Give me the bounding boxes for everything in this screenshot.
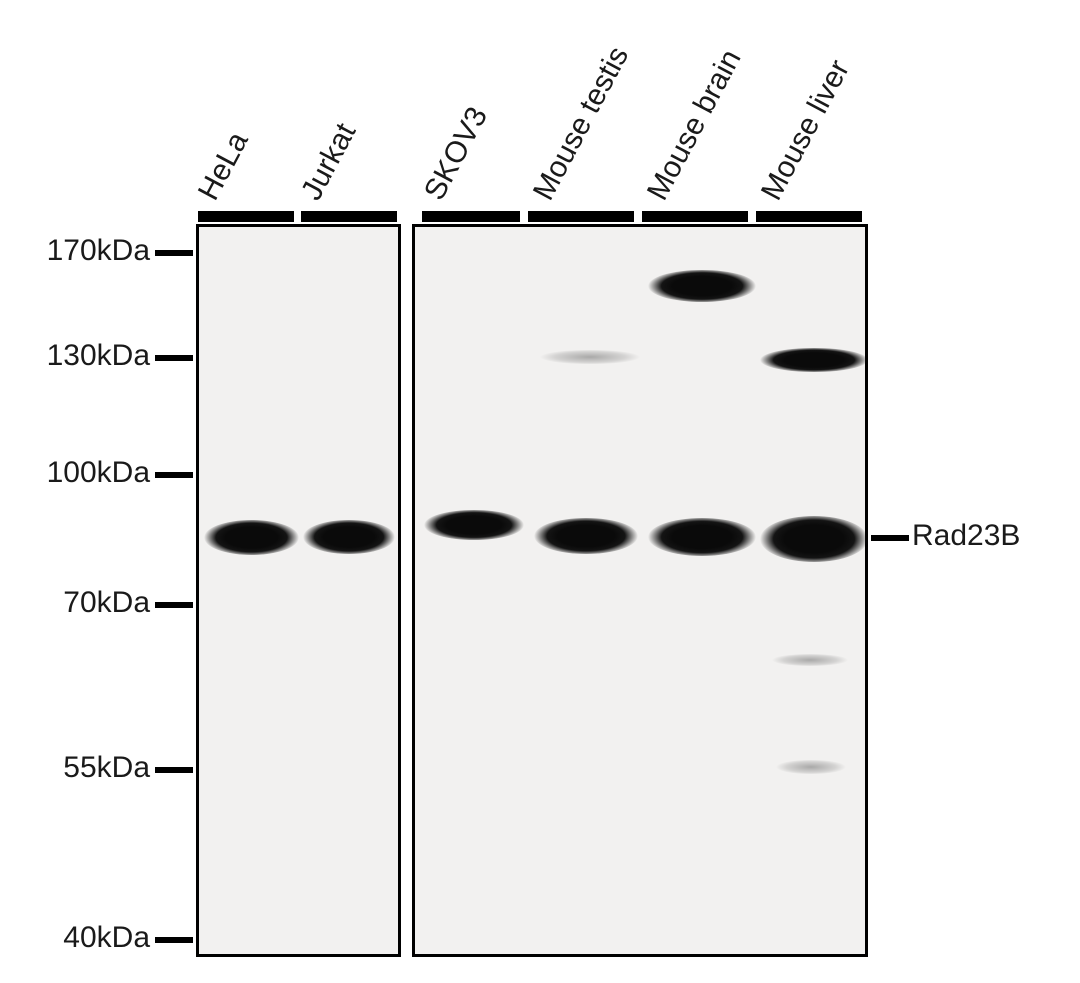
marker-70: 70kDa <box>63 586 150 620</box>
lane-label-6: Mouse liver <box>755 55 857 206</box>
band-mouse-testis-rad23b <box>534 518 638 554</box>
band-mouse-liver-65 <box>772 654 848 666</box>
marker-tick-70 <box>155 602 193 608</box>
target-label-rad23b: Rad23B <box>912 519 1020 553</box>
band-mouse-brain-rad23b <box>648 518 756 556</box>
lane-label-4: Mouse testis <box>527 41 636 206</box>
marker-130: 130kDa <box>47 339 150 373</box>
marker-40: 40kDa <box>63 921 150 955</box>
lane-label-3: SKOV3 <box>418 102 495 206</box>
lane-header-3 <box>422 211 520 222</box>
band-mouse-liver-130 <box>760 348 868 372</box>
western-blot-figure: 170kDa 130kDa 100kDa 70kDa 55kDa 40kDa H… <box>0 0 1080 983</box>
marker-tick-100 <box>155 472 193 478</box>
marker-tick-55 <box>155 767 193 773</box>
marker-55: 55kDa <box>63 751 150 785</box>
lane-header-1 <box>198 211 294 222</box>
lane-label-2: Jurkat <box>295 118 363 206</box>
lane-header-2 <box>301 211 397 222</box>
band-mouse-liver-55 <box>776 760 846 774</box>
blot-panel-right <box>412 224 868 957</box>
band-mouse-brain-150 <box>648 270 756 302</box>
target-tick-rad23b <box>871 535 909 541</box>
lane-header-5 <box>642 211 748 222</box>
marker-100: 100kDa <box>47 456 150 490</box>
marker-tick-170 <box>155 250 193 256</box>
band-skov3-rad23b <box>424 510 524 540</box>
lane-label-5: Mouse brain <box>641 44 749 206</box>
lane-header-4 <box>528 211 634 222</box>
marker-170: 170kDa <box>47 234 150 268</box>
lane-label-1: HeLa <box>192 127 256 206</box>
band-mouse-liver-rad23b <box>760 516 868 562</box>
band-jurkat-rad23b <box>303 520 395 554</box>
marker-tick-40 <box>155 937 193 943</box>
blot-panel-left <box>196 224 401 957</box>
band-mouse-testis-130 <box>540 350 640 364</box>
band-hela-rad23b <box>204 520 299 555</box>
marker-tick-130 <box>155 355 193 361</box>
lane-header-6 <box>756 211 862 222</box>
